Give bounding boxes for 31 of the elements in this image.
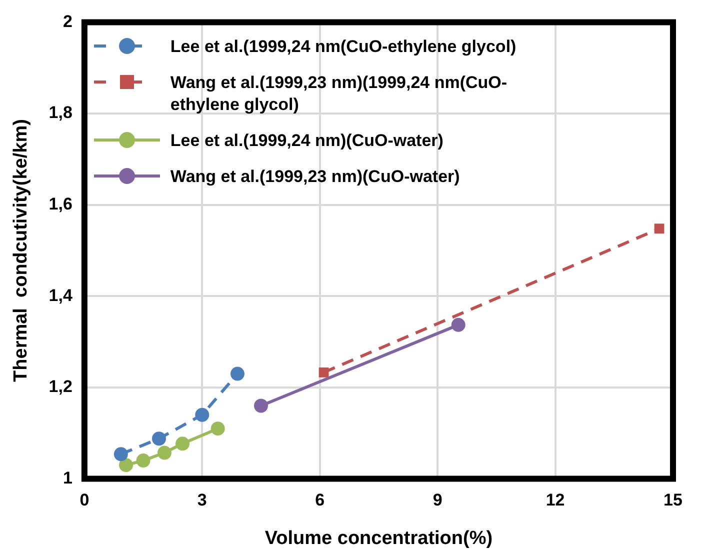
y-tick-label: 1,6 [48,194,72,214]
point [210,422,225,436]
x-tick-label: 9 [432,490,442,510]
point [654,224,664,234]
point [136,454,150,468]
point [157,446,172,460]
legend-label: Wang et al.(1999,23 nm)(1999,24 nm(CuO-ethylene glycol) [170,72,508,116]
point [451,318,466,332]
y-axis-title: Thermal condcutivity(ke/km) [10,119,32,382]
y-tick-label: 1,8 [48,103,72,122]
point [114,447,128,462]
y-tick-label: 1,4 [48,286,73,305]
point [254,398,268,413]
legend-label: Lee et al.(1999,24 nm(CuO-ethylene glycol) [170,36,516,58]
x-tick-label: 3 [197,490,207,510]
point [152,432,166,446]
x-tick-label: 0 [80,490,90,510]
y-tick-label: 2 [62,12,72,31]
x-axis-title: Volume concentration(%) [264,528,493,549]
point [195,408,210,422]
x-tick-label: 12 [546,490,565,510]
legend-label: Lee et al.(1999,24 nm)(CuO-water) [170,130,444,152]
x-tick-label: 6 [315,490,325,510]
point [119,458,134,472]
point [176,436,190,451]
point [230,366,244,381]
legend-label: Wang et al.(1999,23 nm)(CuO-water) [170,166,460,188]
point [318,367,329,378]
y-tick-label: 1,2 [48,377,72,396]
y-tick-label: 1 [62,468,72,488]
x-tick-label: 15 [664,490,682,510]
